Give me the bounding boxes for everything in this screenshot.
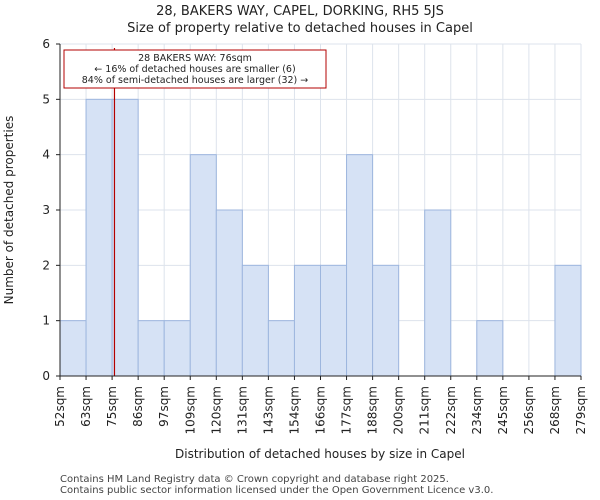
x-tick-label: 131sqm (235, 386, 249, 434)
y-tick-label: 6 (42, 37, 50, 51)
x-tick-label: 143sqm (261, 386, 275, 434)
x-tick-label: 86sqm (131, 386, 145, 427)
y-tick-label: 2 (42, 258, 50, 272)
y-tick-label: 0 (42, 369, 50, 383)
bar-154sqm (293, 264, 322, 377)
bar-97sqm (163, 320, 191, 377)
y-tick-label: 1 (42, 314, 50, 328)
bar-52sqm (59, 320, 87, 377)
marker: 28 BAKERS WAY: 76sqm← 16% of detached ho… (63, 48, 327, 376)
bar-131sqm (241, 264, 269, 377)
x-tick-label: 200sqm (392, 386, 406, 434)
x-tick-label: 52sqm (53, 386, 67, 427)
bar-75sqm (111, 98, 139, 377)
x-tick-label: 222sqm (444, 386, 458, 434)
x-axis-label: Distribution of detached houses by size … (175, 447, 465, 461)
y-tick-label: 3 (42, 203, 50, 217)
x-tick-label: 97sqm (157, 386, 171, 427)
x-tick-label: 245sqm (496, 386, 510, 434)
bar-143sqm (267, 320, 295, 377)
footer-line-1: Contains HM Land Registry data © Crown c… (60, 474, 449, 485)
x-tick-label: 256sqm (522, 386, 536, 434)
bar-177sqm (346, 154, 374, 377)
annotation-box (63, 49, 327, 89)
annotation-line: 84% of semi-detached houses are larger (… (82, 75, 309, 86)
x-tick-label: 188sqm (366, 386, 380, 434)
bar-109sqm (189, 154, 217, 377)
x-tick-label: 166sqm (314, 386, 328, 434)
bar-268sqm (554, 264, 582, 377)
x-tick-label: 268sqm (548, 386, 562, 434)
bar-86sqm (137, 320, 165, 377)
x-tick-label: 120sqm (209, 386, 223, 434)
bar-211sqm (424, 209, 452, 377)
bar-188sqm (372, 264, 400, 377)
y-axis-label: Number of detached properties (2, 116, 16, 305)
chart-subtitle: Size of property relative to detached ho… (127, 21, 473, 36)
x-tick-label: 75sqm (105, 386, 119, 427)
bar-63sqm (85, 98, 113, 377)
x-tick-label: 63sqm (79, 386, 93, 427)
bar-120sqm (215, 209, 243, 377)
bar-166sqm (320, 264, 348, 377)
y-tick-label: 5 (42, 92, 50, 106)
footer-line-2: Contains public sector information licen… (60, 485, 494, 496)
axes: 0 1 2 3 4 5 6 52sqm 63sqm 75sqm 86sqm 97sqm 109sqm 12… (42, 37, 588, 434)
chart-title: 28, BAKERS WAY, CAPEL, DORKING, RH5 5JS (156, 4, 444, 19)
x-tick-label: 279sqm (574, 386, 588, 434)
x-tick-label: 234sqm (470, 386, 484, 434)
annotation-line: 28 BAKERS WAY: 76sqm (138, 53, 252, 64)
x-tick-label: 177sqm (340, 386, 354, 434)
x-tick-label: 154sqm (287, 386, 301, 434)
bars (59, 98, 582, 377)
x-tick-label: 211sqm (418, 386, 432, 434)
y-tick-label: 4 (42, 148, 50, 162)
x-tick-label: 109sqm (183, 386, 197, 434)
annotation-line: ← 16% of detached houses are smaller (6) (94, 64, 295, 75)
bar-234sqm (476, 320, 504, 377)
